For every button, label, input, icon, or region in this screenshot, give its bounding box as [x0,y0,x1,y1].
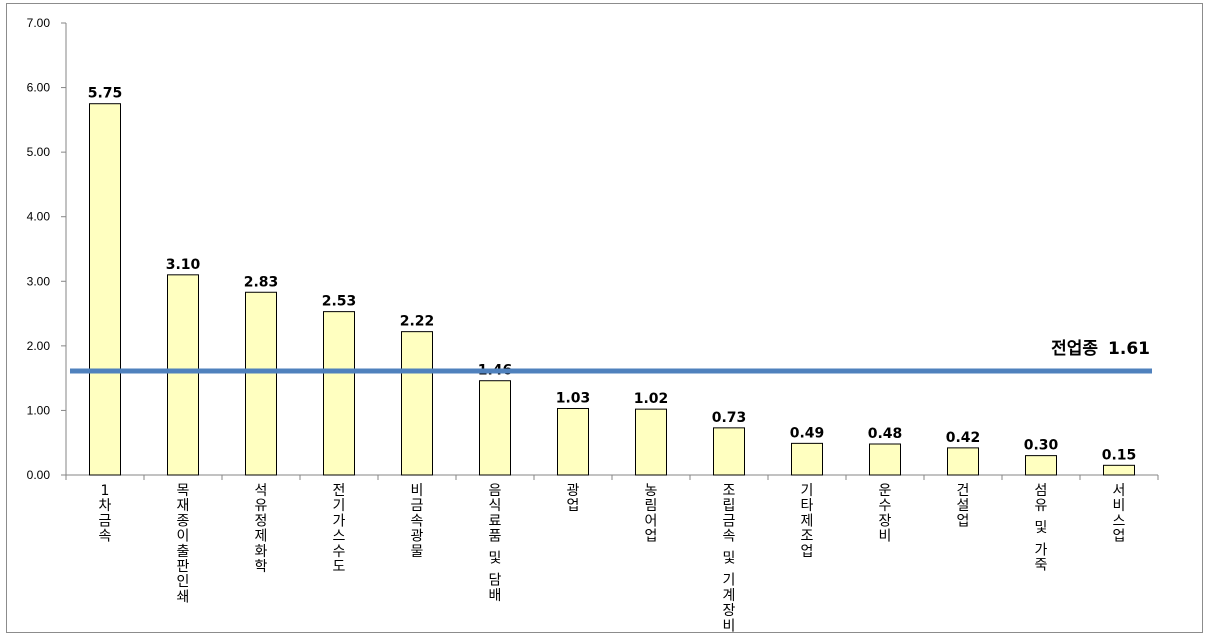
bar [791,442,823,476]
y-tick-label: 1.00 [27,403,51,417]
data-label: 2.53 [322,294,357,310]
bar [401,331,433,476]
data-label: 2.22 [400,314,435,330]
data-label: 3.10 [166,257,201,273]
data-label: 0.15 [1102,447,1137,463]
data-label: 0.30 [1024,438,1059,454]
bar [869,443,901,476]
y-tick-label: 0.00 [27,468,51,482]
data-label: 5.75 [88,86,123,102]
bar [479,380,511,476]
reference-line-value: 1.61 [1108,339,1150,359]
bar [1103,464,1135,476]
y-tick-label: 5.00 [27,145,51,159]
data-label: 1.02 [634,391,669,407]
bar [245,291,277,476]
reference-line-name: 전업종 [1051,339,1098,359]
bar [947,447,979,476]
y-tick-label: 2.00 [27,339,51,353]
y-tick-label: 6.00 [27,81,51,95]
bars: 5.753.102.832.532.221.461.031.020.730.49… [88,86,1137,476]
reference-line-group: 전업종 1.61 [70,339,1152,374]
data-label: 0.48 [868,426,903,442]
bar [1025,455,1057,476]
data-label: 0.73 [712,410,747,426]
y-tick-label: 4.00 [27,210,51,224]
data-label: 2.83 [244,274,279,290]
y-tick-label: 7.00 [27,16,51,30]
reference-line-label: 전업종 1.61 [1051,339,1150,359]
bar [167,274,199,476]
chart-frame [6,3,1203,633]
y-tick-label: 3.00 [27,274,51,288]
data-label: 0.42 [946,430,981,446]
bar [323,311,355,476]
bar [557,407,589,476]
bar [635,408,667,476]
bar [713,427,745,476]
data-label: 0.49 [790,425,825,441]
category-labels: 1 차 금 속 목 재 종 이 출 판 인 쇄 석 유 정 제 화 학 전 기 가 스 수 도 비 금 속 광 물 음 식 료 품 및 담 배 광 업… [99,483,1126,634]
bar [89,103,121,476]
data-label: 1.03 [556,390,591,406]
